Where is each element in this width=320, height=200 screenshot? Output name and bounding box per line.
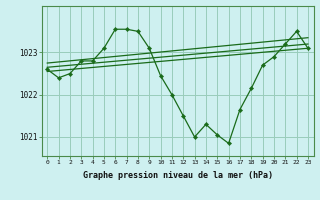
X-axis label: Graphe pression niveau de la mer (hPa): Graphe pression niveau de la mer (hPa)	[83, 171, 273, 180]
